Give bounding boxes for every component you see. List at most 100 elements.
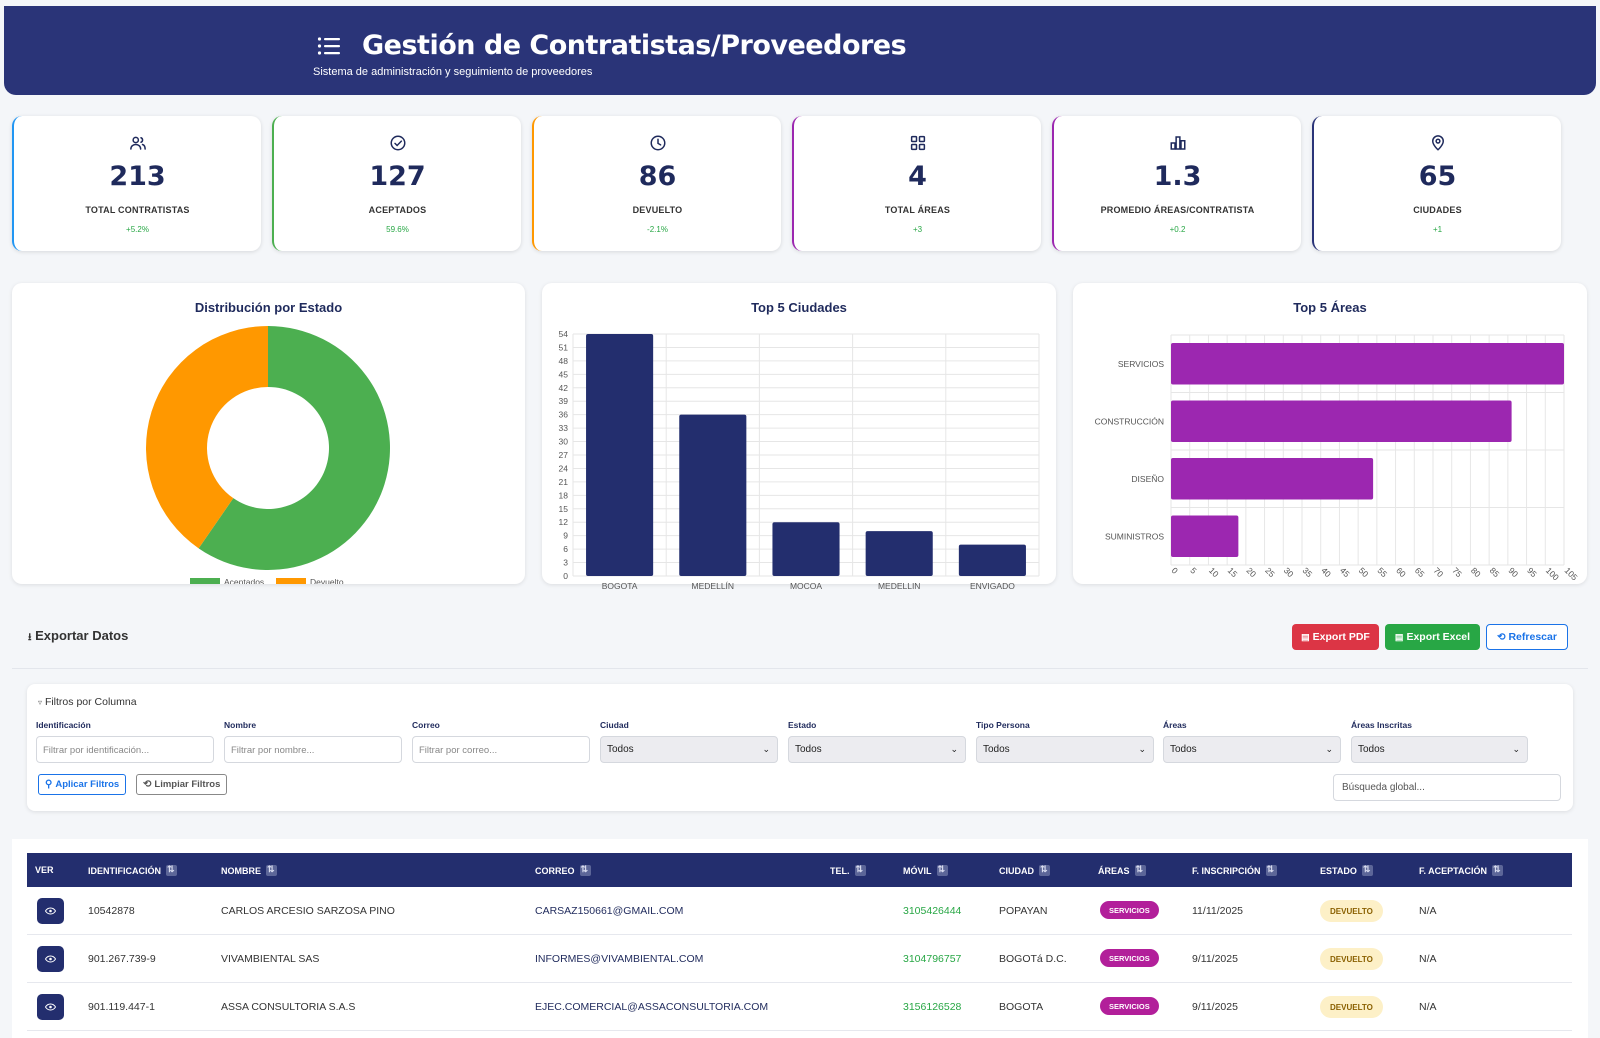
column-header[interactable]: F. ACEPTACIÓN <box>1419 864 1504 876</box>
eye-icon <box>45 1003 56 1011</box>
y-tick-label: DISEÑO <box>1131 474 1164 484</box>
column-header[interactable]: F. INSCRIPCIÓN <box>1192 864 1277 876</box>
x-tick-label: 30 <box>1282 565 1296 579</box>
bar-1[interactable] <box>679 414 747 576</box>
y-tick-label: SUMINISTROS <box>1105 531 1164 541</box>
filter-input[interactable]: Filtrar por identificación... <box>36 736 214 763</box>
view-button[interactable] <box>37 994 64 1020</box>
chevron-down-icon: ⌄ <box>1138 744 1146 754</box>
x-tick-label: 85 <box>1488 565 1502 579</box>
select-value: Todos <box>607 744 634 755</box>
bar-1[interactable] <box>1171 400 1512 442</box>
stat-label: TOTAL CONTRATISTAS <box>85 205 190 215</box>
check-circle-icon <box>274 134 521 154</box>
filter-input[interactable]: Filtrar por nombre... <box>224 736 402 763</box>
users-icon <box>14 134 261 154</box>
cell-ciudad: BOGOTá D.C. <box>999 953 1067 965</box>
export-excel-button[interactable]: ▤ Export Excel <box>1385 624 1480 650</box>
y-tick-label: 48 <box>559 356 569 366</box>
x-tick-label: MEDELLÍN <box>692 581 735 591</box>
cell-movil[interactable]: 3104796757 <box>903 953 962 965</box>
sort-icon[interactable] <box>1361 864 1373 876</box>
y-tick-label: 27 <box>559 450 569 460</box>
filter-select[interactable]: Todos ⌄ <box>788 736 966 763</box>
cell-correo[interactable]: EJEC.COMERCIAL@ASSACONSULTORIA.COM <box>535 1001 769 1013</box>
status-badge: DEVUELTO <box>1320 996 1383 1018</box>
stat-label: ACEPTADOS <box>368 205 427 215</box>
bar-3[interactable] <box>1171 515 1239 557</box>
filter-select[interactable]: Todos ⌄ <box>1163 736 1341 763</box>
column-header[interactable]: IDENTIFICACIÓN <box>88 864 177 876</box>
column-header[interactable]: TEL. <box>830 864 866 876</box>
bar-0[interactable] <box>1171 343 1564 385</box>
area-badge: SERVICIOS <box>1100 901 1159 919</box>
sort-icon[interactable] <box>1134 864 1146 876</box>
global-search-input[interactable]: Búsqueda global... <box>1333 774 1561 801</box>
pie-slice-aceptados[interactable] <box>198 326 390 570</box>
column-header[interactable]: ESTADO <box>1320 864 1373 876</box>
x-tick-label: 70 <box>1432 565 1446 579</box>
y-tick-label: 3 <box>563 558 568 568</box>
sort-icon[interactable] <box>266 864 277 876</box>
sort-icon[interactable] <box>1492 864 1504 876</box>
cell-correo[interactable]: CARSAZ150661@GMAIL.COM <box>535 905 684 917</box>
select-value: Todos <box>795 744 822 755</box>
sort-icon[interactable] <box>579 864 591 876</box>
column-header[interactable]: MÓVIL <box>903 864 948 876</box>
bar-0[interactable] <box>586 334 654 576</box>
stat-change: -2.1% <box>647 225 668 234</box>
page-title: Gestión de Contratistas/Proveedores <box>362 30 907 61</box>
filter-select[interactable]: Todos ⌄ <box>976 736 1154 763</box>
x-tick-label: 40 <box>1319 565 1333 579</box>
bar-2[interactable] <box>772 522 840 576</box>
list-menu-icon[interactable] <box>317 36 341 56</box>
filter-input[interactable]: Filtrar por correo... <box>412 736 590 763</box>
file-icon: ▤ <box>1301 631 1310 642</box>
filter-column: Áreas Inscritas Todos ⌄ <box>1351 720 1528 763</box>
cell-f-inscripcion: 11/11/2025 <box>1192 905 1243 917</box>
y-tick-label: 36 <box>559 410 569 420</box>
column-header[interactable]: CIUDAD <box>999 864 1050 876</box>
cell-correo[interactable]: INFORMES@VIVAMBIENTAL.COM <box>535 953 704 965</box>
bar-3[interactable] <box>865 531 933 576</box>
x-tick-label: BOGOTA <box>602 581 638 591</box>
column-header[interactable]: CORREO <box>535 864 591 876</box>
cell-f-inscripcion: 9/11/2025 <box>1192 1001 1238 1013</box>
bar-2[interactable] <box>1171 458 1374 500</box>
stat-label: PROMEDIO ÁREAS/CONTRATISTA <box>1100 205 1255 215</box>
status-distribution-card: Distribución por Estado Aceptados Devuelt… <box>12 283 525 584</box>
sort-icon[interactable] <box>854 864 866 876</box>
filter-select[interactable]: Todos ⌄ <box>600 736 778 763</box>
cell-ciudad: BOGOTA <box>999 1001 1044 1013</box>
select-value: Todos <box>1358 744 1385 755</box>
sort-icon[interactable] <box>936 864 948 876</box>
stat-card: 1.3 PROMEDIO ÁREAS/CONTRATISTA +0.2 <box>1052 116 1301 251</box>
cell-movil[interactable]: 3156126528 <box>903 1001 962 1013</box>
bar-4[interactable] <box>958 544 1026 576</box>
sort-icon[interactable] <box>1039 864 1050 876</box>
clear-filters-button[interactable]: ⟲ Limpiar Filtros <box>136 774 228 795</box>
divider <box>12 668 1588 669</box>
refresh-button[interactable]: ⟲ Refrescar <box>1486 624 1568 650</box>
area-badge: SERVICIOS <box>1100 949 1159 967</box>
pie-slice-devuelto[interactable] <box>145 326 268 549</box>
sort-icon[interactable] <box>166 864 177 876</box>
view-button[interactable] <box>37 946 64 972</box>
view-button[interactable] <box>37 898 64 924</box>
cell-movil[interactable]: 3105426444 <box>903 905 962 917</box>
filter-label: Áreas Inscritas <box>1351 720 1412 730</box>
chart-title: Distribución por Estado <box>194 300 343 315</box>
sort-icon[interactable] <box>1265 864 1277 876</box>
top-areas-bar-chart: 0 5 10 15 20 25 30 35 40 45 50 55 60 65 70 75 80 85 90 95 10… <box>1095 334 1580 583</box>
legend-swatch <box>276 578 306 584</box>
stat-card: 213 TOTAL CONTRATISTAS +5.2% <box>12 116 261 251</box>
filter-select[interactable]: Todos ⌄ <box>1351 736 1528 763</box>
apply-filters-label: Aplicar Filtros <box>55 779 120 790</box>
stat-change: 59.6% <box>386 225 409 234</box>
stat-label: CIUDADES <box>1413 205 1462 215</box>
export-pdf-button[interactable]: ▤ Export PDF <box>1292 624 1379 650</box>
column-header[interactable]: NOMBRE <box>221 864 277 876</box>
column-header[interactable]: ÁREAS <box>1098 864 1146 876</box>
apply-filters-button[interactable]: ⚲ Aplicar Filtros <box>38 774 127 795</box>
refresh-icon: ⟲ <box>1497 631 1506 643</box>
